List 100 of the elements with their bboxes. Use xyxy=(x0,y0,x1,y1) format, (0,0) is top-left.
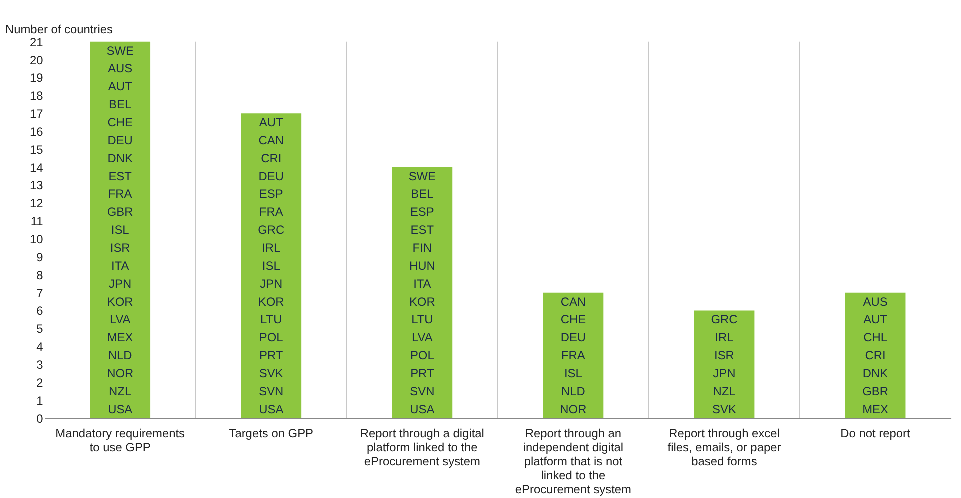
annotation: EST xyxy=(108,169,133,184)
annotation: ESP xyxy=(259,187,284,202)
annotation: ITA xyxy=(414,276,432,291)
y-tick-label: 11 xyxy=(30,214,44,229)
x-tick-label: Targets on GPP xyxy=(229,426,314,441)
annotation: NZL xyxy=(713,384,736,398)
annotation: DNK xyxy=(108,151,133,166)
annotation: NLD xyxy=(108,348,133,363)
annotation: PRT xyxy=(260,348,284,363)
annotation: ISR xyxy=(110,240,131,255)
annotation: BEL xyxy=(411,187,434,202)
annotation: FRA xyxy=(259,205,284,220)
y-tick-label: 19 xyxy=(30,71,44,86)
y-tick-label: 8 xyxy=(36,268,44,282)
annotation: NOR xyxy=(560,402,588,416)
annotation: KOR xyxy=(107,294,134,309)
annotation: NOR xyxy=(107,366,134,380)
annotation: ITA xyxy=(111,258,130,273)
annotation: LVA xyxy=(110,312,131,327)
annotation: AUT xyxy=(864,312,888,327)
annotation: NLD xyxy=(562,384,586,398)
annotation: POL xyxy=(259,330,284,345)
annotation: DEU xyxy=(560,330,586,345)
annotation: ESP xyxy=(410,205,434,220)
annotation: ISL xyxy=(111,223,130,238)
annotation: BEL xyxy=(109,98,132,112)
bar xyxy=(392,167,453,418)
annotation: KOR xyxy=(258,294,285,309)
annotation: JPN xyxy=(260,276,283,291)
annotation: SWE xyxy=(408,169,436,184)
annotation: SVN xyxy=(259,384,284,398)
y-tick-label: 12 xyxy=(30,196,44,211)
annotation: SVN xyxy=(410,384,435,398)
annotation: USA xyxy=(410,402,435,416)
y-tick-label: 15 xyxy=(30,142,44,157)
annotation: JPN xyxy=(713,366,736,380)
annotation: IRL xyxy=(262,240,282,255)
bar xyxy=(543,292,604,418)
x-tick-label: Do not report xyxy=(840,426,912,441)
y-tick-label: 0 xyxy=(36,412,44,426)
annotation: EST xyxy=(410,223,435,238)
x-tick-label: Report through a digital platform linked to the eProcurement system xyxy=(360,426,484,469)
bar xyxy=(90,42,151,418)
y-tick-label: 18 xyxy=(30,89,44,104)
y-tick-label: 14 xyxy=(30,160,44,175)
annotation: USA xyxy=(108,402,133,416)
x-tick-label: Report through excel files, emails, or paper based forms xyxy=(668,426,782,469)
y-tick-label: 17 xyxy=(30,107,44,122)
annotation: MEX xyxy=(862,402,888,416)
y-tick-label: 4 xyxy=(36,340,44,354)
annotation: CAN xyxy=(258,133,284,148)
annotation: CHL xyxy=(864,330,888,345)
annotation: GRC xyxy=(258,223,286,238)
annotation: SVK xyxy=(259,366,284,380)
annotation: GBR xyxy=(107,205,134,220)
annotation: MEX xyxy=(107,330,134,345)
bar xyxy=(241,114,302,418)
y-tick-label: 5 xyxy=(36,322,44,336)
annotation: PRT xyxy=(410,366,435,380)
annotation: LTU xyxy=(260,312,282,327)
y-tick-label: 21 xyxy=(30,35,44,50)
annotation: DEU xyxy=(258,169,284,184)
annotation: HUN xyxy=(409,258,436,273)
y-tick-label: 16 xyxy=(30,124,44,139)
annotation: FIN xyxy=(412,240,432,255)
annotation: GBR xyxy=(862,384,889,398)
annotation: SWE xyxy=(106,44,134,58)
annotation: AUS xyxy=(108,62,133,76)
annotation: LTU xyxy=(412,312,434,327)
bar xyxy=(845,292,906,418)
x-tick-label: Report through an independent digital platform that is not linked to the eProcurement system xyxy=(515,426,632,496)
y-tick-label: 3 xyxy=(36,358,44,372)
annotation: GRC xyxy=(711,312,738,327)
annotation: USA xyxy=(259,402,284,416)
annotation: AUT xyxy=(108,80,133,94)
y-tick-label: 13 xyxy=(30,178,44,193)
annotation: CRI xyxy=(261,151,282,166)
y-tick-label: 20 xyxy=(30,53,44,68)
annotation: ISR xyxy=(714,348,735,363)
y-tick-label: 9 xyxy=(36,250,44,264)
annotation: FRA xyxy=(562,348,586,363)
annotation: AUT xyxy=(259,116,284,130)
annotation: DNK xyxy=(862,366,888,380)
y-axis-title: Number of countries xyxy=(5,22,113,36)
y-tick-label: 6 xyxy=(36,304,44,318)
annotation: JPN xyxy=(109,276,132,291)
annotation: FRA xyxy=(108,187,132,202)
y-tick-label: 10 xyxy=(30,232,44,247)
annotation: CAN xyxy=(560,294,586,309)
annotation: NZL xyxy=(109,384,132,398)
annotation: SVK xyxy=(712,402,736,416)
annotation: CRI xyxy=(865,348,886,363)
annotation: CHE xyxy=(108,116,133,130)
y-tick-label: 2 xyxy=(36,376,44,390)
annotation: ISL xyxy=(262,258,281,273)
x-tick-label: Mandatory requirements to use GPP xyxy=(56,426,186,455)
annotation: CHE xyxy=(560,312,586,327)
annotation: ISL xyxy=(564,366,583,380)
annotation: POL xyxy=(410,348,435,363)
y-tick-label: 7 xyxy=(36,286,44,300)
